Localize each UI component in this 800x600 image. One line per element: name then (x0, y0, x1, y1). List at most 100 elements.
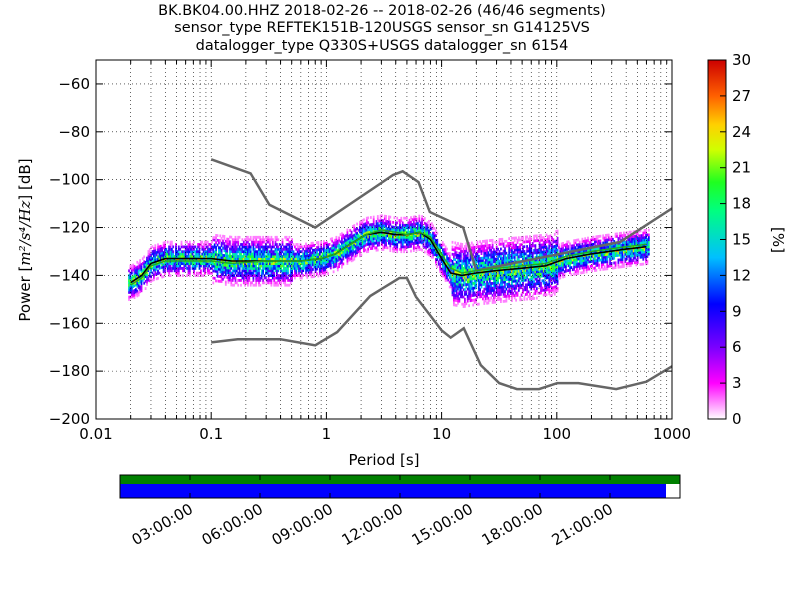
histogram-cell (429, 240, 432, 243)
histogram-cell (441, 269, 444, 273)
histogram-cell (581, 256, 584, 260)
histogram-cell (229, 240, 231, 244)
histogram-cell (610, 252, 613, 256)
histogram-cell (535, 248, 538, 252)
histogram-cell (412, 237, 415, 240)
histogram-cell (363, 218, 365, 222)
histogram-cell (493, 284, 495, 287)
histogram-cell (511, 241, 513, 245)
histogram-cell (332, 251, 335, 254)
histogram-cell (540, 248, 542, 252)
histogram-cell (247, 247, 249, 251)
histogram-cell (198, 264, 201, 268)
histogram-cell (475, 252, 477, 256)
histogram-cell (188, 243, 191, 246)
histogram-cell (483, 251, 486, 255)
histogram-cell (263, 240, 266, 244)
histogram-cell (571, 261, 574, 264)
histogram-cell (284, 247, 287, 251)
histogram-cell (231, 238, 234, 242)
histogram-cell (534, 251, 537, 255)
histogram-cell (491, 301, 494, 304)
histogram-cell (594, 238, 596, 241)
histogram-cell (479, 257, 481, 260)
histogram-cell (312, 253, 314, 257)
histogram-cell (274, 262, 277, 265)
histogram-cell (534, 292, 537, 295)
histogram-cell (204, 264, 206, 268)
histogram-cell (609, 257, 611, 261)
histogram-cell (157, 265, 159, 268)
histogram-cell (549, 268, 552, 271)
histogram-cell (294, 264, 296, 268)
histogram-cell (270, 247, 273, 251)
histogram-cell (266, 238, 269, 242)
histogram-cell (231, 264, 234, 268)
histogram-cell (468, 297, 470, 300)
histogram-cell (422, 218, 425, 222)
histogram-cell (517, 248, 520, 252)
histogram-cell (141, 276, 144, 280)
histogram-cell (146, 278, 148, 281)
histogram-cell (596, 237, 599, 241)
histogram-cell (349, 233, 352, 237)
histogram-cell (274, 250, 277, 254)
histogram-cell (363, 247, 365, 250)
histogram-cell (309, 266, 311, 269)
histogram-cell (461, 283, 464, 287)
histogram-cell (347, 254, 350, 257)
histogram-cell (439, 246, 441, 249)
histogram-cell (459, 245, 462, 248)
histogram-cell (588, 267, 591, 271)
histogram-cell (213, 267, 216, 271)
histogram-cell (477, 259, 480, 263)
histogram-cell (352, 244, 354, 247)
histogram-cell (397, 228, 400, 232)
histogram-cell (454, 294, 457, 297)
histogram-cell (535, 234, 538, 238)
histogram-cell (339, 261, 342, 265)
histogram-cell (321, 254, 324, 258)
histogram-cell (454, 241, 457, 245)
histogram-cell (282, 247, 285, 251)
histogram-cell (314, 267, 317, 271)
histogram-cell (498, 286, 501, 289)
histogram-cell (480, 295, 483, 298)
histogram-cell (582, 266, 585, 269)
histogram-cell (195, 247, 198, 251)
histogram-cell (370, 247, 372, 250)
histogram-cell (292, 243, 295, 246)
histogram-cell (606, 238, 609, 242)
histogram-cell (512, 294, 515, 298)
histogram-cell (538, 251, 541, 254)
histogram-cell (497, 247, 499, 251)
histogram-cell (191, 262, 194, 265)
histogram-cell (551, 281, 553, 285)
histogram-cell (389, 249, 392, 252)
histogram-cell (475, 284, 477, 287)
histogram-cell (177, 252, 180, 256)
histogram-cell (153, 259, 155, 262)
histogram-cell (274, 255, 277, 258)
histogram-cell (517, 279, 520, 283)
histogram-cell (441, 267, 444, 271)
histogram-cell (187, 262, 190, 265)
histogram-cell (367, 247, 370, 251)
histogram-cell (393, 216, 396, 220)
histogram-cell (136, 265, 139, 269)
histogram-cell (511, 251, 513, 255)
histogram-cell (512, 270, 515, 274)
histogram-cell (573, 239, 575, 243)
histogram-cell (354, 235, 357, 239)
histogram-cell (317, 265, 320, 268)
histogram-cell (150, 246, 152, 250)
histogram-cell (495, 262, 498, 266)
histogram-cell (256, 245, 259, 249)
histogram-cell (150, 258, 152, 262)
histogram-cell (302, 254, 305, 258)
histogram-cell (267, 250, 270, 254)
histogram-cell (408, 221, 411, 224)
histogram-cell (435, 253, 437, 257)
histogram-cell (587, 267, 589, 271)
histogram-cell (285, 264, 288, 268)
